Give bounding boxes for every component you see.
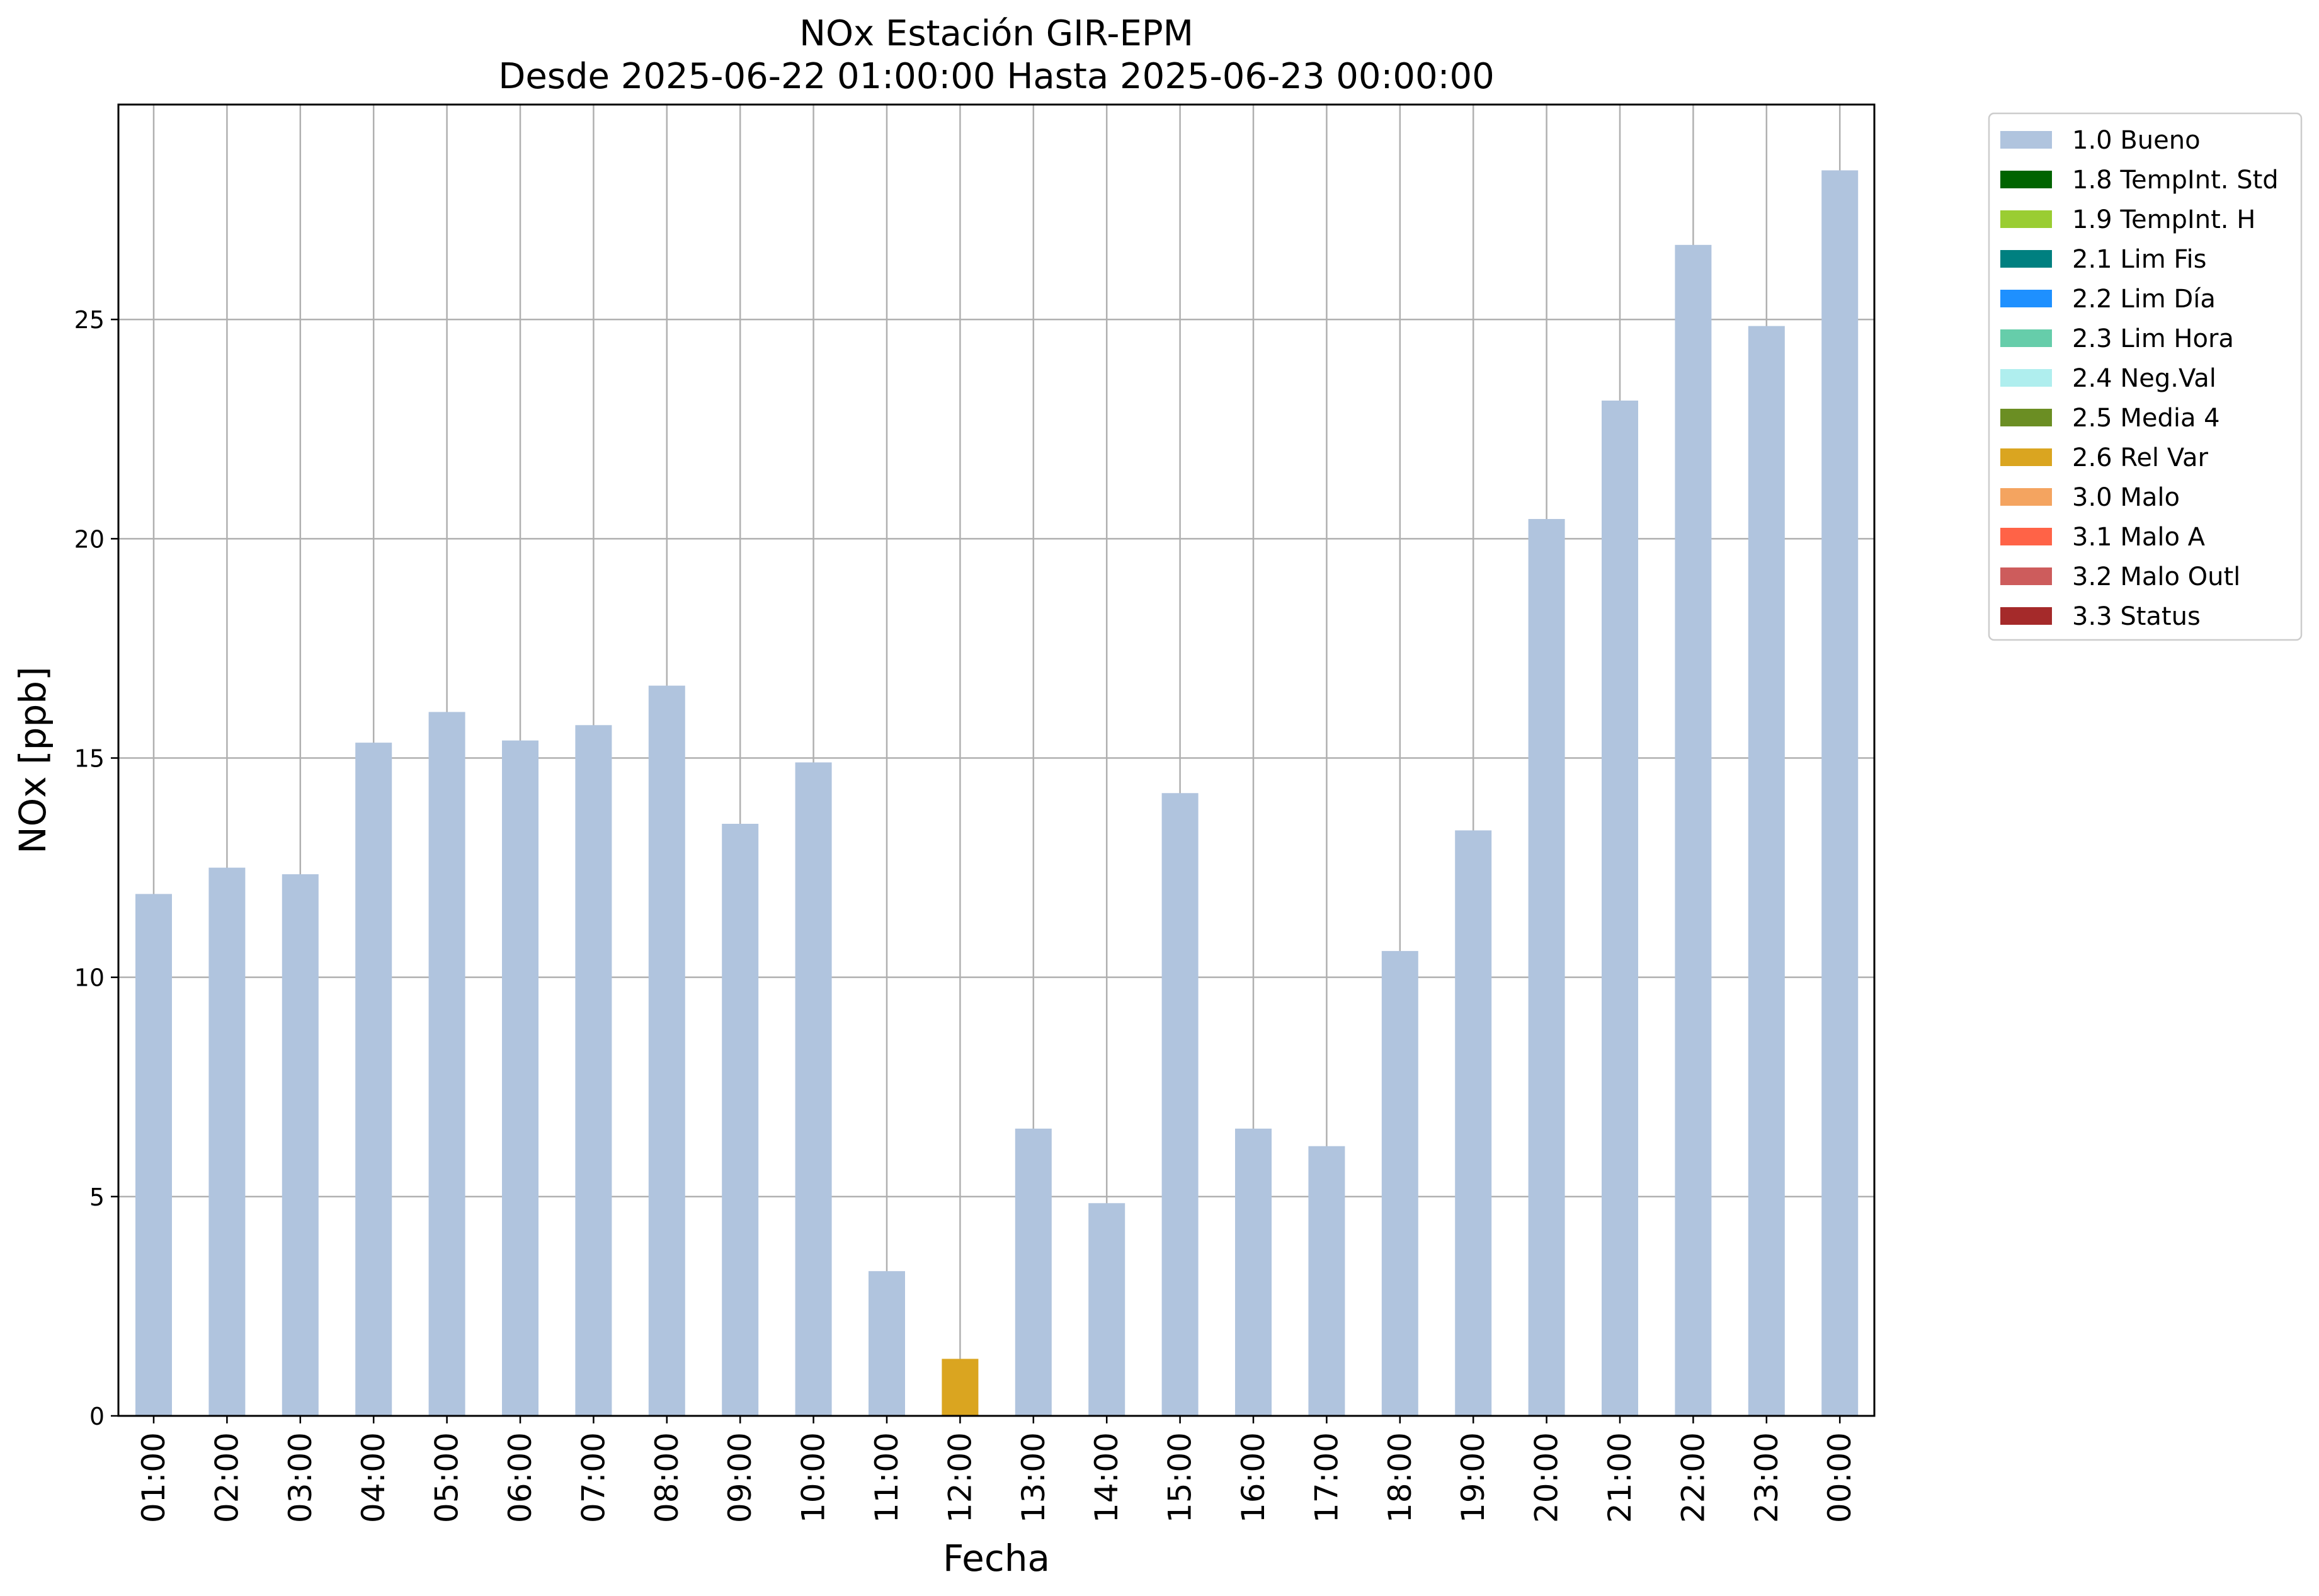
- legend-label: 2.2 Lim Día: [2072, 285, 2216, 314]
- bar: [1528, 519, 1565, 1416]
- bar: [1381, 950, 1418, 1416]
- legend-swatch: [2000, 369, 2052, 387]
- x-axis-label: Fecha: [943, 1537, 1050, 1580]
- x-tick-label: 12:00: [942, 1432, 978, 1523]
- x-tick-label: 20:00: [1529, 1432, 1565, 1523]
- x-tick-label: 05:00: [429, 1432, 465, 1523]
- legend-swatch: [2000, 488, 2052, 506]
- legend-swatch: [2000, 528, 2052, 545]
- x-tick-label: 02:00: [208, 1432, 245, 1523]
- x-tick-label: 04:00: [355, 1432, 392, 1523]
- bar: [1821, 170, 1859, 1416]
- legend-label: 1.9 TempInt. H: [2072, 205, 2255, 234]
- x-tick-label: 01:00: [135, 1432, 172, 1523]
- bar: [795, 762, 832, 1416]
- legend-swatch: [2000, 607, 2052, 625]
- legend-label: 2.5 Media 4: [2072, 404, 2220, 433]
- legend: 1.0 Bueno 1.8 TempInt. Std 1.9 TempInt. H 2…: [1988, 112, 2303, 641]
- legend-label: 3.0 Malo: [2072, 483, 2180, 512]
- legend-swatch: [2000, 131, 2052, 149]
- bar: [208, 867, 246, 1416]
- bar: [502, 740, 538, 1416]
- bar: [1088, 1203, 1125, 1416]
- legend-swatch: [2000, 567, 2052, 585]
- chart-title: NOx Estación GIR-EPM: [799, 13, 1194, 54]
- legend-label: 2.3 Lim Hora: [2072, 324, 2234, 353]
- bar: [1455, 830, 1492, 1416]
- bar: [869, 1271, 905, 1416]
- legend-swatch: [2000, 210, 2052, 228]
- y-axis-label: NOx [ppb]: [11, 666, 54, 854]
- legend-label: 1.0 Bueno: [2072, 126, 2201, 155]
- legend-swatch: [2000, 409, 2052, 426]
- x-tick-label: 13:00: [1015, 1432, 1052, 1523]
- legend-label: 2.1 Lim Fis: [2072, 245, 2206, 274]
- bar: [648, 685, 685, 1416]
- legend-label: 2.6 Rel Var: [2072, 443, 2209, 472]
- bar: [1748, 326, 1785, 1416]
- x-tick-label: 17:00: [1308, 1432, 1345, 1523]
- bar: [1308, 1146, 1345, 1416]
- x-tick-label: 16:00: [1235, 1432, 1272, 1523]
- x-tick-label: 07:00: [575, 1432, 612, 1523]
- x-tick-label: 08:00: [649, 1432, 685, 1523]
- bar: [1015, 1128, 1052, 1416]
- x-tick-label: 09:00: [722, 1432, 758, 1523]
- bar: [135, 894, 172, 1416]
- y-tick-label: 10: [74, 964, 105, 992]
- legend-label: 3.2 Malo Outl: [2072, 562, 2240, 591]
- y-tick-label: 25: [74, 306, 105, 334]
- bar: [1235, 1128, 1272, 1416]
- plot-frame: [117, 103, 1876, 1417]
- chart-subtitle: Desde 2025-06-22 01:00:00 Hasta 2025-06-…: [498, 56, 1495, 97]
- legend-label: 3.1 Malo A: [2072, 523, 2206, 552]
- x-tick-label: 22:00: [1675, 1432, 1711, 1523]
- legend-swatch: [2000, 171, 2052, 188]
- bar: [1161, 793, 1199, 1416]
- x-tick-label: 00:00: [1821, 1432, 1858, 1523]
- bar: [428, 712, 465, 1416]
- bar: [355, 743, 392, 1416]
- legend-box: [1988, 112, 2303, 641]
- bar: [722, 823, 759, 1416]
- x-tick-label: 18:00: [1382, 1432, 1418, 1523]
- bar: [282, 874, 319, 1416]
- x-tick-label: 10:00: [795, 1432, 832, 1523]
- legend-swatch: [2000, 290, 2052, 307]
- x-tick-label: 21:00: [1602, 1432, 1638, 1523]
- x-tick-label: 06:00: [502, 1432, 538, 1523]
- x-tick-label: 19:00: [1455, 1432, 1491, 1523]
- bar: [942, 1359, 979, 1416]
- bar: [1675, 244, 1712, 1416]
- bar: [575, 725, 612, 1416]
- legend-swatch: [2000, 329, 2052, 347]
- x-tick-label: 23:00: [1748, 1432, 1785, 1523]
- y-tick-label: 20: [74, 525, 105, 553]
- x-tick-label: 03:00: [282, 1432, 319, 1523]
- legend-label: 1.8 TempInt. Std: [2072, 166, 2279, 195]
- legend-label: 2.4 Neg.Val: [2072, 364, 2216, 393]
- legend-swatch: [2000, 448, 2052, 466]
- x-axis: 01:00 02:00 03:00 04:00 05:00 06:00 07:00 08:00…: [135, 1416, 1858, 1523]
- bars: [135, 170, 1859, 1416]
- y-axis: 0 5 10 15 20 25: [74, 306, 118, 1430]
- bar: [1602, 401, 1638, 1416]
- legend-swatch: [2000, 250, 2052, 268]
- legend-label: 3.3 Status: [2072, 602, 2201, 631]
- y-tick-label: 15: [74, 745, 105, 773]
- x-tick-label: 14:00: [1088, 1432, 1125, 1523]
- x-tick-label: 11:00: [869, 1432, 905, 1523]
- y-tick-label: 0: [89, 1403, 105, 1430]
- y-tick-label: 5: [89, 1183, 105, 1211]
- x-tick-label: 15:00: [1162, 1432, 1199, 1523]
